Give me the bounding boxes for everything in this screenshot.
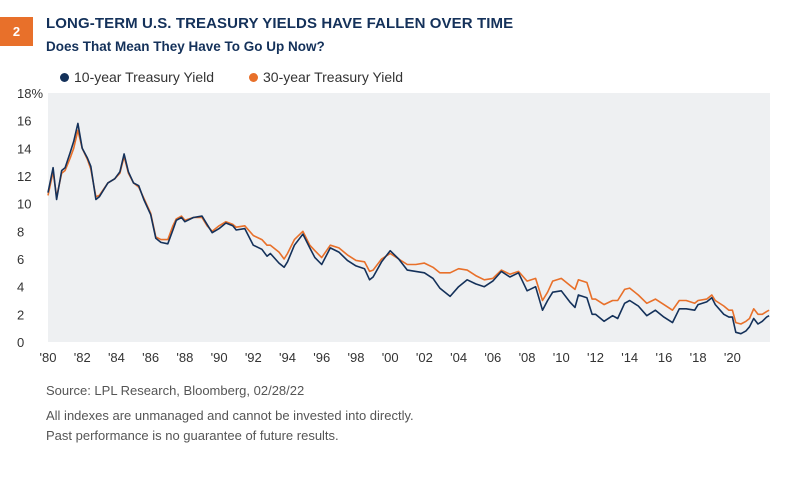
x-tick-label: '06 [484,350,501,365]
y-tick-label: 8 [17,224,24,239]
y-axis: 0 2 4 6 8 10 12 14 16 18% [17,86,43,350]
legend-marker-30yr [249,72,258,82]
chart-subtitle: Does That Mean They Have To Go Up Now? [46,39,325,54]
x-tick-label: '20 [724,350,741,365]
x-tick-label: '90 [211,350,228,365]
x-tick-label: '00 [382,350,399,365]
legend-label-10yr: 10-year Treasury Yield [74,69,215,85]
y-tick-label: 4 [17,280,24,295]
x-tick-label: '84 [108,350,125,365]
series-line-10yr [47,122,770,335]
x-tick-label: '02 [416,350,433,365]
x-tick-label: '04 [450,350,467,365]
y-tick-label: 16 [17,114,31,129]
disclaimer-line-2: Past performance is no guarantee of futu… [46,428,339,443]
x-tick-label: '96 [313,350,330,365]
legend-label-30yr: 30-year Treasury Yield [263,69,404,85]
source-note: Source: LPL Research, Bloomberg, 02/28/2… [46,383,305,398]
x-tick-label: '92 [245,350,262,365]
y-tick-label: 14 [17,141,31,156]
x-tick-label: '10 [553,350,570,365]
y-tick-label: 2 [17,307,24,322]
x-tick-label: '18 [690,350,707,365]
legend-item-10yr: 10-year Treasury Yield [60,69,214,85]
x-axis: '80 '82 '84 '86 '88 '90 '92 '94 '96 '98 '00 '02 '04 '… [40,350,741,365]
x-tick-label: '94 [279,350,296,365]
x-tick-label: '12 [587,350,604,365]
y-tick-label: 10 [17,197,31,212]
legend-item-30yr: 30-year Treasury Yield [249,69,403,85]
figure-number-badge: 2 [0,17,33,46]
x-tick-label: '88 [176,350,193,365]
chart-title: LONG-TERM U.S. TREASURY YIELDS HAVE FALL… [46,15,514,32]
series-line-30yr [47,129,770,325]
x-tick-label: '08 [519,350,536,365]
x-tick-label: '86 [142,350,159,365]
legend-marker-10yr [60,72,69,82]
y-tick-label: 18% [17,86,43,101]
y-tick-label: 12 [17,169,31,184]
x-tick-label: '80 [40,350,57,365]
x-tick-label: '14 [621,350,638,365]
y-tick-label: 0 [17,335,24,350]
x-tick-label: '98 [347,350,364,365]
x-tick-label: '82 [74,350,91,365]
disclaimer-line-1: All indexes are unmanaged and cannot be … [46,408,414,423]
y-tick-label: 6 [17,252,24,267]
series-group [47,122,770,335]
plot-area [48,93,770,342]
x-tick-label: '16 [655,350,672,365]
